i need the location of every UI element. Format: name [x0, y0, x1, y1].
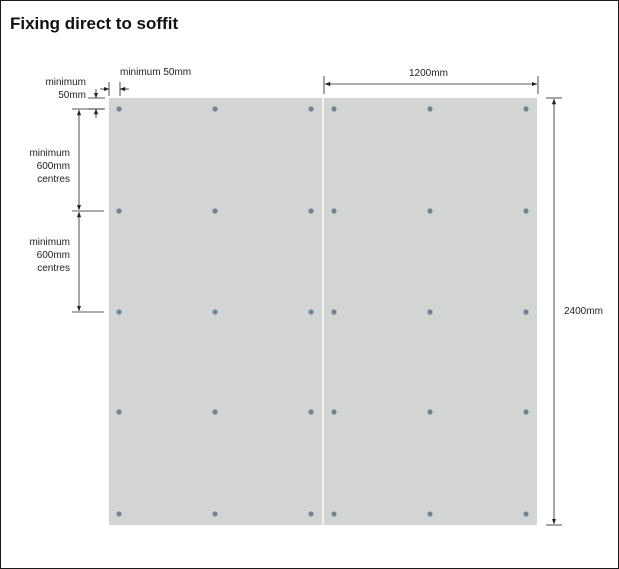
label-centres-upper: minimum 600mm centres: [10, 147, 70, 186]
fixing-point: [308, 511, 314, 517]
label-sheet-height: 2400mm: [564, 306, 603, 317]
fixing-point: [116, 409, 122, 415]
label-centres-lower-line1: minimum: [29, 237, 70, 248]
label-min-edge-vertical-line1: minimum: [45, 77, 86, 88]
label-sheet-width: 1200mm: [409, 68, 448, 79]
fixing-point: [212, 106, 218, 112]
fixing-point: [331, 511, 337, 517]
fixing-point: [116, 511, 122, 517]
fixing-point: [212, 511, 218, 517]
fixing-point: [212, 208, 218, 214]
fixing-point: [427, 511, 433, 517]
fixing-point: [427, 409, 433, 415]
fixing-point: [116, 106, 122, 112]
fixing-point: [427, 106, 433, 112]
fixing-point: [523, 309, 529, 315]
fixing-point: [308, 106, 314, 112]
label-centres-upper-line1: minimum: [29, 148, 70, 159]
fixing-point: [331, 409, 337, 415]
label-centres-lower: minimum 600mm centres: [10, 236, 70, 275]
fixing-point: [331, 208, 337, 214]
fixing-point: [523, 106, 529, 112]
fixing-point: [308, 409, 314, 415]
label-centres-upper-line3: centres: [37, 174, 70, 185]
fixing-point: [116, 309, 122, 315]
dimension-lines: [72, 76, 562, 526]
label-min-edge-vertical-line2: 50mm: [58, 90, 86, 101]
fixing-point: [523, 511, 529, 517]
fixing-point: [212, 409, 218, 415]
fixing-point: [427, 309, 433, 315]
fixing-point: [523, 208, 529, 214]
fixing-point: [331, 309, 337, 315]
fixing-point: [523, 409, 529, 415]
label-centres-lower-line2: 600mm: [36, 250, 70, 261]
diagram-title: Fixing direct to soffit: [10, 14, 179, 33]
fixing-points: [116, 106, 529, 517]
fixing-point: [116, 208, 122, 214]
label-min-edge-horizontal: minimum 50mm: [120, 67, 192, 78]
fixing-point: [212, 309, 218, 315]
label-min-edge-vertical: minimum 50mm: [20, 76, 86, 102]
label-centres-upper-line2: 600mm: [36, 161, 70, 172]
fixing-point: [427, 208, 433, 214]
fixing-point: [331, 106, 337, 112]
fixing-point: [308, 309, 314, 315]
label-centres-lower-line3: centres: [37, 263, 70, 274]
fixing-point: [308, 208, 314, 214]
